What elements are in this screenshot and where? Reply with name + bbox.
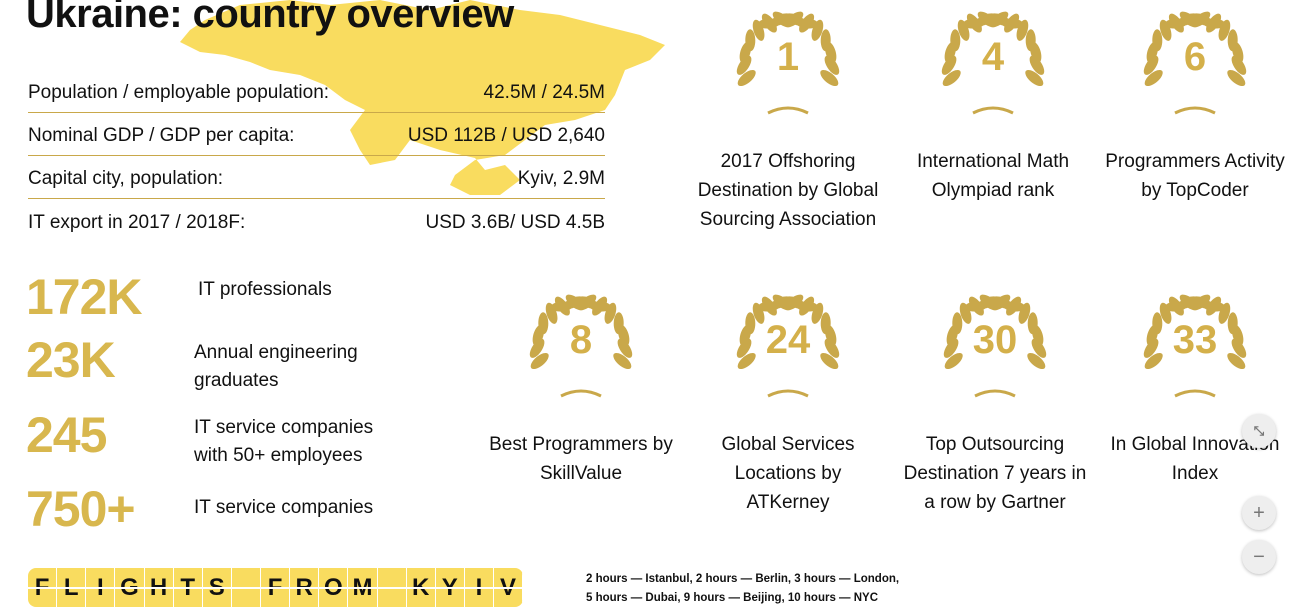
facts-table: Population / employable population: 42.5M… bbox=[28, 70, 605, 242]
stat-label: IT professionals bbox=[198, 279, 332, 300]
award-item: 8 Best Programmers by SkillValue bbox=[471, 288, 691, 488]
stat-number: 172K bbox=[26, 269, 143, 325]
flights-letter-tile: R bbox=[290, 568, 320, 607]
award-caption: Best Programmers by SkillValue bbox=[489, 434, 673, 484]
flights-letter-tile: T bbox=[173, 568, 203, 607]
fact-row: IT export in 2017 / 2018F: USD 3.6B/ USD … bbox=[28, 199, 605, 242]
award-item: 4 International Math Olympiad rank bbox=[883, 5, 1103, 205]
flights-letter-tile: F bbox=[28, 568, 58, 607]
page-title: Ukraine: country overview bbox=[26, 0, 514, 36]
fact-label: Nominal GDP / GDP per capita: bbox=[28, 125, 295, 146]
fact-label: Population / employable population: bbox=[28, 82, 330, 103]
award-rank: 4 bbox=[981, 35, 1005, 79]
minus-icon: − bbox=[1253, 545, 1265, 568]
zoom-out-button[interactable]: − bbox=[1242, 540, 1276, 574]
stat-item: 23K Annual engineering graduates bbox=[26, 331, 394, 395]
flights-letter-tile: V bbox=[494, 568, 523, 607]
stat-number: 23K bbox=[26, 332, 116, 388]
award-rank: 8 bbox=[569, 318, 593, 362]
award-caption: Global Services Locations by ATKerney bbox=[721, 434, 855, 513]
fact-value: 42.5M / 24.5M bbox=[483, 82, 605, 103]
flight-times-line: 5 hours — Dubai, 9 hours — Beijing, 10 h… bbox=[586, 592, 879, 604]
award-rank: 24 bbox=[765, 318, 811, 362]
award-item: 30 Top Outsourcing Destination 7 years in… bbox=[885, 288, 1105, 517]
laurel-wreath-icon bbox=[1143, 294, 1247, 398]
flights-letter-tile: I bbox=[464, 568, 494, 607]
flights-letter-tile: F bbox=[261, 568, 291, 607]
flights-letter-tile bbox=[231, 568, 261, 607]
collapse-icon: ⤡ bbox=[1253, 423, 1265, 438]
stat-item: 750+ IT service companies bbox=[26, 480, 404, 538]
flights-letter-tile: G bbox=[115, 568, 145, 607]
fact-label: IT export in 2017 / 2018F: bbox=[28, 211, 246, 233]
flights-letter-tile: L bbox=[57, 568, 87, 607]
flights-letter-tile: H bbox=[144, 568, 174, 607]
award-rank: 6 bbox=[1183, 35, 1207, 79]
award-item: 33 In Global Innovation Index bbox=[1085, 288, 1305, 488]
award-rank: 1 bbox=[776, 35, 800, 79]
flight-times: 2 hours — Istanbul, 2 hours — Berlin, 3 … bbox=[586, 570, 899, 608]
laurel-wreath-icon bbox=[943, 294, 1047, 398]
stat-item: 172K IT professionals bbox=[26, 268, 398, 326]
flights-letter-tile: I bbox=[86, 568, 116, 607]
award-caption: 2017 Offshoring Destination by Global So… bbox=[697, 151, 879, 230]
fact-row: Nominal GDP / GDP per capita: USD 112B / … bbox=[28, 113, 605, 156]
ukraine-map bbox=[180, 0, 665, 195]
award-item: 1 2017 Offshoring Destination by Global S… bbox=[678, 5, 898, 234]
plus-icon: + bbox=[1253, 501, 1265, 524]
award-item: 24 Global Services Locations by ATKerney bbox=[678, 288, 898, 517]
fact-value: USD 3.6B/ USD 4.5B bbox=[425, 211, 605, 233]
award-caption: Top Outsourcing Destination 7 years in a… bbox=[903, 434, 1087, 513]
stat-label: Annual engineering graduates bbox=[194, 342, 358, 391]
flights-letter-tile: S bbox=[202, 568, 232, 607]
award-item: 6 Programmers Activity by TopCoder bbox=[1085, 5, 1305, 205]
flights-letter-tile: K bbox=[406, 568, 436, 607]
award-rank: 30 bbox=[972, 318, 1018, 362]
laurel-wreath-icon bbox=[1143, 11, 1247, 115]
collapse-button[interactable]: ⤡ bbox=[1242, 414, 1276, 448]
laurel-wreath-icon bbox=[736, 294, 840, 398]
stat-number: 750+ bbox=[26, 481, 136, 537]
stat-label: IT service companies with 50+ employees bbox=[194, 417, 374, 466]
laurel-wreath-icon bbox=[736, 11, 840, 115]
flights-letter-tile: O bbox=[319, 568, 349, 607]
fact-value: USD 112B / USD 2,640 bbox=[407, 125, 605, 146]
fact-row: Population / employable population: 42.5M… bbox=[28, 70, 605, 113]
fact-value: Kyiv, 2.9M bbox=[517, 168, 605, 189]
award-caption: International Math Olympiad rank bbox=[916, 151, 1070, 201]
laurel-wreath-icon bbox=[941, 11, 1045, 115]
award-caption: Programmers Activity by TopCoder bbox=[1105, 151, 1285, 201]
flight-times-line: 2 hours — Istanbul, 2 hours — Berlin, 3 … bbox=[586, 573, 900, 585]
stat-number: 245 bbox=[26, 407, 107, 463]
flights-letter-tile bbox=[377, 568, 407, 607]
fact-row: Capital city, population: Kyiv, 2.9M bbox=[28, 156, 605, 199]
stat-label: IT service companies bbox=[194, 497, 374, 518]
fact-label: Capital city, population: bbox=[28, 168, 224, 189]
award-caption: In Global Innovation Index bbox=[1110, 434, 1280, 484]
award-rank: 33 bbox=[1172, 318, 1218, 362]
flights-letter-tile: Y bbox=[435, 568, 465, 607]
flights-letter-tile: M bbox=[348, 568, 378, 607]
laurel-wreath-icon bbox=[529, 294, 633, 398]
stat-item: 245 IT service companies with 50+ employe… bbox=[26, 406, 404, 470]
zoom-in-button[interactable]: + bbox=[1242, 496, 1276, 530]
